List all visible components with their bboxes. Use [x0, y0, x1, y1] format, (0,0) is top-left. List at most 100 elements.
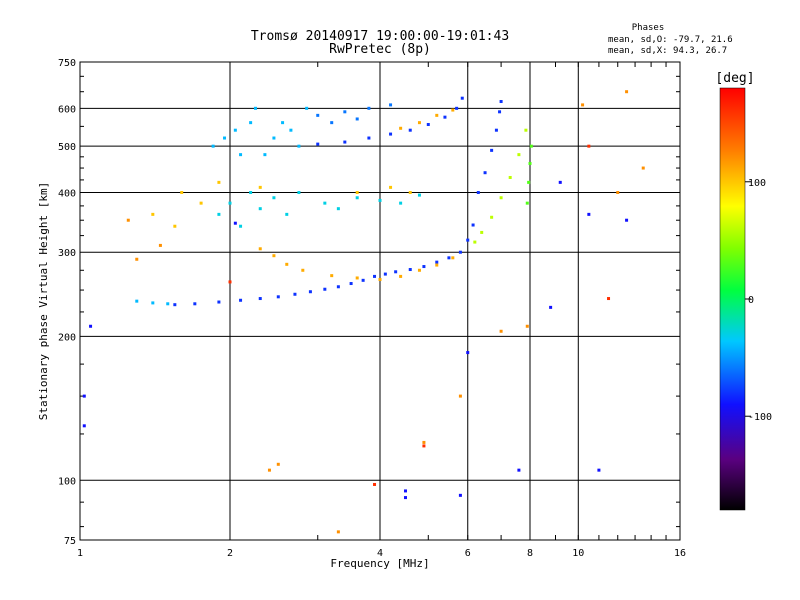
data-point	[217, 300, 221, 304]
data-point	[258, 297, 262, 301]
data-point	[494, 128, 498, 132]
data-point	[330, 121, 334, 125]
data-point	[180, 190, 184, 194]
data-point	[173, 303, 177, 307]
data-point	[281, 121, 285, 125]
data-point	[367, 136, 371, 140]
data-points	[82, 90, 645, 534]
y-tick-label: 750	[58, 58, 76, 69]
data-point	[239, 298, 243, 302]
data-point	[258, 207, 262, 211]
data-point	[297, 144, 301, 148]
data-point	[422, 444, 426, 448]
colorbar-tick-label: -100	[748, 412, 772, 423]
x-tick-label: 8	[527, 548, 533, 559]
x-tick-label: 6	[465, 548, 471, 559]
data-point	[233, 128, 237, 132]
data-point	[378, 278, 382, 282]
data-point	[285, 212, 289, 216]
y-axis: 75 100 200 300 400 500 600 750	[58, 58, 76, 547]
data-point	[399, 201, 403, 205]
data-point	[217, 212, 221, 216]
data-point	[581, 103, 585, 107]
data-point	[417, 193, 421, 197]
data-point	[499, 100, 503, 104]
data-point	[217, 180, 221, 184]
y-tick-label: 75	[64, 536, 76, 547]
data-point	[517, 468, 521, 472]
data-point	[476, 190, 480, 194]
data-point	[480, 230, 484, 234]
data-point	[524, 128, 528, 132]
data-point	[151, 212, 155, 216]
data-point	[233, 221, 237, 225]
data-point	[490, 215, 494, 219]
x-tick-label: 2	[227, 548, 233, 559]
data-point	[616, 190, 620, 194]
data-point	[447, 256, 451, 260]
data-point	[455, 106, 459, 110]
data-point	[607, 297, 611, 301]
data-point	[399, 126, 403, 130]
data-point	[355, 117, 359, 121]
data-point	[228, 201, 232, 205]
data-point	[173, 224, 177, 228]
y-tick-label: 600	[58, 104, 76, 115]
data-point	[272, 196, 276, 200]
data-point	[223, 136, 227, 140]
data-point	[490, 148, 494, 152]
data-point	[336, 285, 340, 289]
data-point	[258, 247, 262, 251]
data-point	[378, 198, 382, 202]
colorbar-label: [deg]	[715, 71, 754, 86]
data-point	[355, 196, 359, 200]
data-point	[458, 250, 462, 254]
data-point	[408, 128, 412, 132]
data-point	[135, 257, 139, 261]
y-tick-label: 400	[58, 188, 76, 199]
data-point	[389, 132, 393, 136]
y-tick-label: 300	[58, 248, 76, 259]
x-axis-label: Frequency [MHz]	[330, 557, 429, 570]
y-tick-label: 100	[58, 476, 76, 487]
data-point	[389, 103, 393, 107]
data-point	[193, 302, 197, 306]
data-point	[399, 274, 403, 278]
data-point	[249, 190, 253, 194]
data-point	[408, 190, 412, 194]
data-point	[343, 110, 347, 114]
data-point	[263, 153, 267, 157]
data-point	[499, 196, 503, 200]
data-point	[272, 254, 276, 258]
data-point	[417, 268, 421, 272]
data-point	[267, 468, 271, 472]
data-point	[158, 243, 162, 247]
x-tick-label: 4	[377, 548, 383, 559]
data-point	[289, 128, 293, 132]
data-point	[373, 274, 377, 278]
data-point	[422, 265, 426, 269]
data-point	[508, 175, 512, 179]
data-point	[625, 90, 629, 94]
data-point	[458, 493, 462, 497]
data-point	[249, 121, 253, 125]
data-point	[435, 260, 439, 264]
phase-o-stats: mean, sd,O: -79.7, 21.6	[608, 35, 733, 45]
data-point	[323, 287, 327, 291]
data-point	[525, 324, 529, 328]
phase-heading: Phases	[632, 23, 665, 33]
data-point	[417, 121, 421, 125]
data-point	[367, 106, 371, 110]
data-point	[525, 201, 529, 205]
x-tick-label: 10	[572, 548, 584, 559]
data-point	[330, 274, 334, 278]
data-point	[199, 201, 203, 205]
grid	[80, 62, 680, 540]
chart-subtitle: RwPretec (8p)	[329, 42, 431, 57]
data-point	[394, 270, 398, 274]
colorbar-tick-label: 100	[748, 178, 766, 189]
data-point	[460, 96, 464, 100]
data-point	[403, 489, 407, 493]
data-point	[558, 180, 562, 184]
data-point	[336, 530, 340, 534]
